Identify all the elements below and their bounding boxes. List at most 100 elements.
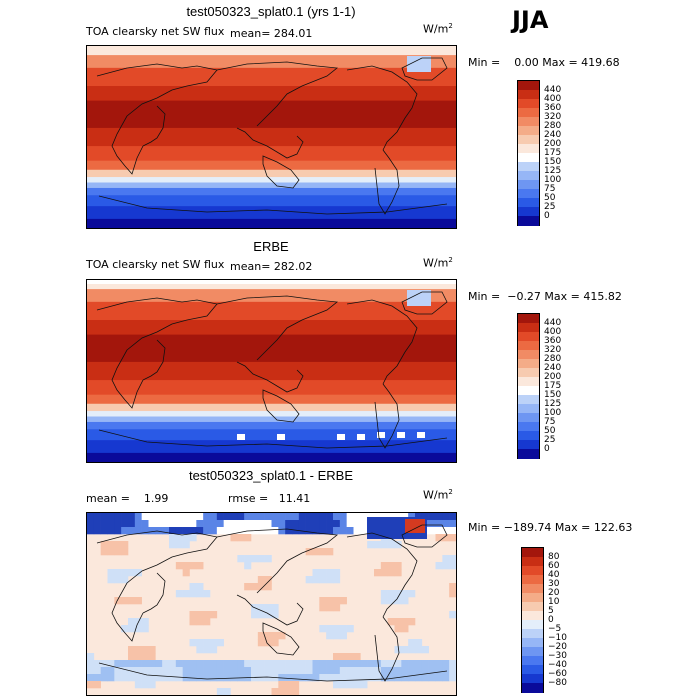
map-cell xyxy=(401,660,409,668)
colorbar-label: 440 xyxy=(544,317,562,328)
map-cell xyxy=(264,576,272,584)
map-cell xyxy=(189,618,197,626)
map-cell xyxy=(251,611,259,619)
map-cell xyxy=(408,667,416,675)
coastline xyxy=(96,297,218,409)
colorbar-label: 60 xyxy=(548,560,560,571)
map-cell xyxy=(367,541,375,549)
map-cell xyxy=(93,667,101,675)
colorbar-label: 0 xyxy=(548,614,554,625)
map-band xyxy=(87,100,456,129)
map-cell xyxy=(155,520,163,528)
colorbar-swatch xyxy=(522,557,543,567)
map-band xyxy=(87,169,456,178)
map-cell xyxy=(148,513,156,521)
map-band xyxy=(87,206,456,220)
map-cell xyxy=(175,520,183,528)
map-cell xyxy=(278,681,286,689)
colorbar-label: 240 xyxy=(544,129,562,140)
map-cell xyxy=(107,569,115,577)
map-cell xyxy=(360,667,368,675)
map-cell xyxy=(353,667,361,675)
panel-1-map xyxy=(86,45,457,229)
panel-1-minmax: Min = 0.00 Max = 419.68 xyxy=(468,56,620,69)
map-cell xyxy=(257,576,265,584)
map-cell xyxy=(394,513,402,521)
map-cell xyxy=(196,590,204,598)
map-cell xyxy=(380,674,388,682)
map-cell xyxy=(251,555,259,563)
map-cell xyxy=(394,541,402,549)
map-cell xyxy=(285,674,293,682)
map-cell xyxy=(223,527,231,535)
map-cell xyxy=(169,660,177,668)
colorbar-label: 150 xyxy=(544,389,562,400)
map-cell xyxy=(319,625,327,633)
coastline xyxy=(401,291,448,315)
map-cell xyxy=(230,520,238,528)
map-cell xyxy=(244,534,252,542)
map-cell xyxy=(326,604,334,612)
map-cell xyxy=(216,520,224,528)
colorbar-label: 150 xyxy=(544,156,562,167)
map-cell xyxy=(141,660,149,668)
map-cell xyxy=(435,674,443,682)
map-cell xyxy=(319,674,327,682)
panel-1-title: test050323_splat0.1 (yrs 1-1) xyxy=(186,4,356,19)
map-cell xyxy=(196,674,204,682)
map-cell xyxy=(121,667,129,675)
map-cell xyxy=(435,562,443,570)
map-cell xyxy=(196,618,204,626)
map-cell xyxy=(203,674,211,682)
colorbar-swatch xyxy=(518,377,539,387)
map-cell xyxy=(203,646,211,654)
map-cell xyxy=(346,653,354,661)
map-band xyxy=(87,334,456,363)
map-cell xyxy=(346,625,354,633)
panel-2-minmax: Min = −0.27 Max = 415.82 xyxy=(468,290,622,303)
map-cell xyxy=(189,562,197,570)
map-cell xyxy=(339,660,347,668)
map-cell xyxy=(121,625,129,633)
map-cell xyxy=(107,576,115,584)
map-cell xyxy=(264,667,272,675)
colorbar-label: 25 xyxy=(544,434,556,445)
colorbar-label: 25 xyxy=(544,201,556,212)
colorbar-swatch xyxy=(522,548,543,558)
map-cell xyxy=(312,576,320,584)
colorbar-label: 440 xyxy=(544,84,562,95)
map-cell xyxy=(175,527,183,535)
map-cell xyxy=(257,513,265,521)
map-cell xyxy=(401,597,409,605)
map-cell xyxy=(216,674,224,682)
colorbar-swatch xyxy=(518,162,539,172)
map-cell xyxy=(216,688,224,695)
map-cell xyxy=(271,667,279,675)
map-cell xyxy=(141,681,149,689)
panel-2-field: TOA clearsky net SW flux xyxy=(86,258,225,271)
colorbar-swatch xyxy=(518,99,539,109)
map-cell xyxy=(339,625,347,633)
map-cell xyxy=(162,520,170,528)
map-cell xyxy=(319,660,327,668)
map-cell xyxy=(449,590,456,598)
map-cell xyxy=(367,667,375,675)
map-cell xyxy=(374,667,382,675)
colorbar-swatch xyxy=(518,135,539,145)
map-band xyxy=(87,394,456,405)
map-cell xyxy=(93,527,101,535)
map-cell xyxy=(326,569,334,577)
map-cell xyxy=(285,667,293,675)
map-cell xyxy=(141,667,149,675)
colorbar-swatch xyxy=(522,566,543,576)
panel-3-rmse: rmse = 11.41 xyxy=(228,492,311,505)
map-cell xyxy=(148,653,156,661)
map-cell xyxy=(223,688,231,695)
map-cell xyxy=(394,590,402,598)
map-cell xyxy=(134,597,142,605)
map-cell xyxy=(292,667,300,675)
map-cell xyxy=(155,674,163,682)
map-cell xyxy=(257,632,265,640)
map-cell xyxy=(346,667,354,675)
map-cell xyxy=(230,667,238,675)
